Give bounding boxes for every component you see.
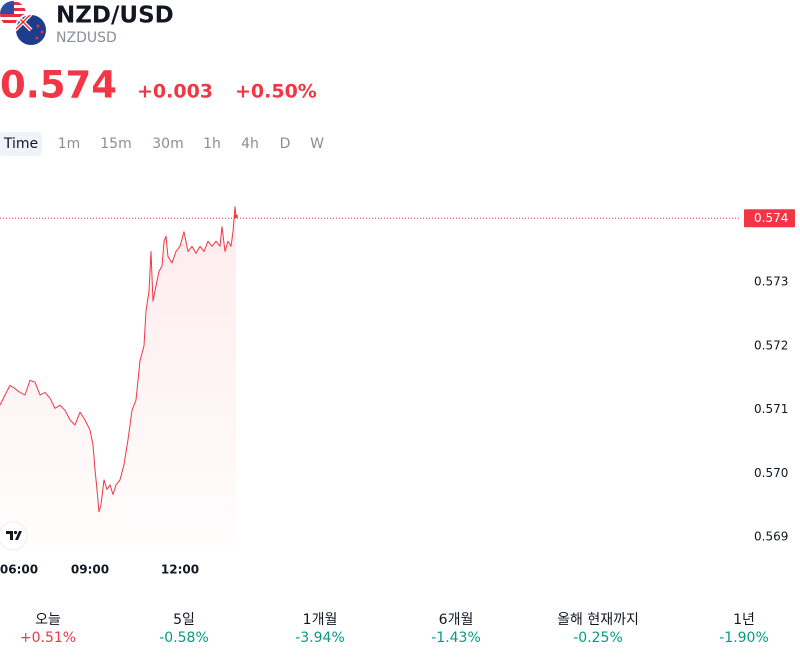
interval-tab[interactable]: 15m (100, 136, 131, 152)
period-label[interactable]: 1년 (733, 612, 755, 628)
last-price-label: 0.574 (754, 211, 788, 225)
area-fill (0, 206, 237, 551)
interval-tab[interactable]: W (310, 136, 324, 152)
interval-tabs: Time 1m 15m 30m 1h 4h D W (3, 136, 324, 152)
period-label[interactable]: 1개월 (303, 612, 338, 628)
interval-tab[interactable]: Time (3, 136, 38, 152)
last-point (234, 214, 238, 219)
interval-tab[interactable]: 30m (152, 136, 183, 152)
y-tick-label: 0.573 (754, 275, 788, 289)
performance-row: 오늘 +0.51% 5일 -0.58% 1개월 -3.94% 6개월 -1.43% 올해 현재까… (20, 612, 769, 646)
price: 0.574 (0, 64, 117, 107)
period-change[interactable]: -1.43% (431, 630, 481, 646)
y-tick-label: 0.571 (754, 402, 788, 416)
interval-tab[interactable]: 1m (58, 136, 81, 152)
flag-icon (0, 1, 48, 47)
x-tick-label: 06:00 (0, 563, 38, 577)
interval-tab[interactable]: 4h (241, 136, 259, 152)
logo (0, 521, 28, 551)
x-tick-label: 09:00 (71, 563, 109, 577)
period-change[interactable]: -0.25% (573, 630, 623, 646)
active-interval-bg (0, 132, 42, 156)
period-change[interactable]: -0.58% (159, 630, 209, 646)
last-price-badge (744, 209, 795, 228)
period-label[interactable]: 오늘 (35, 612, 61, 628)
plot: 0.569 0.570 0.571 0.572 0.573 06:00 09:00 12:00… (0, 206, 795, 577)
title: NZD/USD (56, 3, 174, 29)
period-label[interactable]: 올해 현재까지 (557, 612, 639, 628)
interval-tab[interactable]: 1h (203, 136, 221, 152)
symbol: NZDUSD (56, 30, 117, 46)
period-label[interactable]: 5일 (173, 612, 195, 628)
change: +0.003 (137, 81, 213, 103)
interval-tab[interactable]: D (280, 136, 291, 152)
x-tick-label: 12:00 (161, 563, 199, 577)
change-percent: +0.50% (235, 81, 317, 103)
y-tick-label: 0.570 (754, 466, 788, 480)
period-change[interactable]: +0.51% (20, 630, 76, 646)
y-tick-label: 0.569 (754, 530, 788, 544)
period-change[interactable]: -3.94% (295, 630, 345, 646)
period-change[interactable]: -1.90% (719, 630, 769, 646)
price-line (0, 206, 237, 513)
y-tick-label: 0.572 (754, 338, 788, 352)
period-label[interactable]: 6개월 (439, 612, 474, 628)
